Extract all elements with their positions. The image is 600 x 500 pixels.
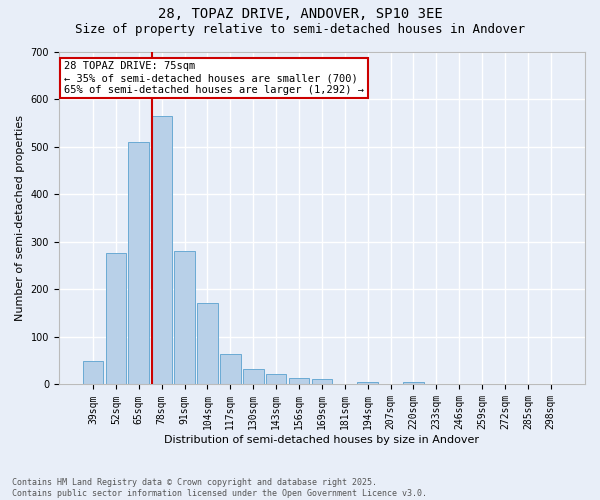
Bar [197,302,218,384]
Y-axis label: Number of semi-detached properties: Number of semi-detached properties [15,115,25,321]
Text: Contains HM Land Registry data © Crown copyright and database right 2025.
Contai: Contains HM Land Registry data © Crown c… [12,478,427,498]
Bar [128,142,149,384]
Text: Size of property relative to semi-detached houses in Andover: Size of property relative to semi-detach… [75,22,525,36]
Bar [243,369,263,384]
Bar [403,382,424,384]
Bar [83,360,103,384]
Bar [266,374,286,384]
X-axis label: Distribution of semi-detached houses by size in Andover: Distribution of semi-detached houses by … [164,435,479,445]
Bar [358,382,378,384]
Bar [289,378,309,384]
Text: 28 TOPAZ DRIVE: 75sqm
← 35% of semi-detached houses are smaller (700)
65% of sem: 28 TOPAZ DRIVE: 75sqm ← 35% of semi-deta… [64,62,364,94]
Bar [174,252,195,384]
Bar [311,379,332,384]
Text: 28, TOPAZ DRIVE, ANDOVER, SP10 3EE: 28, TOPAZ DRIVE, ANDOVER, SP10 3EE [158,8,442,22]
Bar [220,354,241,384]
Bar [106,252,126,384]
Bar [151,116,172,384]
